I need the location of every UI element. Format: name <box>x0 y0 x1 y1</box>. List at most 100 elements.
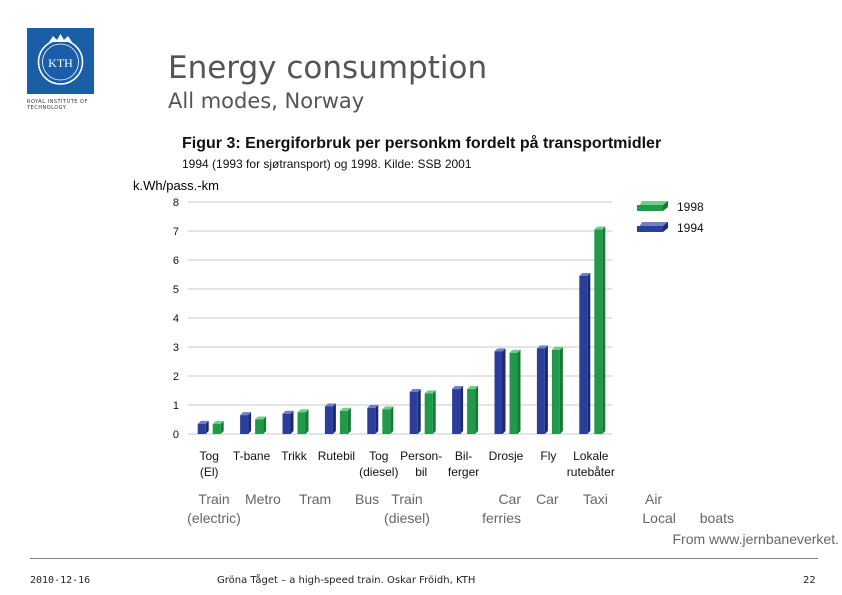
y-tick-label: 3 <box>173 342 179 354</box>
bar-top <box>536 345 548 349</box>
y-tick-label: 7 <box>173 226 179 238</box>
footer-divider <box>30 558 818 559</box>
x-tick-label: Drosje <box>489 449 524 463</box>
x-tick-label: (El) <box>200 465 219 479</box>
x-tick-label: Fly <box>540 449 556 463</box>
bar-1998-drosje <box>509 352 518 434</box>
en-label-text: Car ferries <box>482 491 521 526</box>
bar-top <box>467 386 479 390</box>
bar-1998-bilferger <box>467 389 476 434</box>
bar-side <box>544 345 548 434</box>
y-tick-label: 6 <box>173 255 179 267</box>
legend-label-1994: 1994 <box>677 221 704 235</box>
bar-side <box>417 388 421 434</box>
bar-top <box>367 404 379 408</box>
x-tick-label: Trikk <box>281 449 308 463</box>
bar-side <box>390 406 394 434</box>
bar-top <box>409 388 421 392</box>
bar-side <box>432 390 436 434</box>
bar-1994-personbil <box>409 391 418 434</box>
source-note: From www.jernbaneverket. <box>672 531 839 547</box>
bar-1994-togel <box>197 423 206 434</box>
bar-top <box>579 272 591 276</box>
en-label-air: Air <box>645 491 663 507</box>
logo-caption: ROYAL INSTITUTE OF TECHNOLOGY <box>27 99 88 111</box>
bar-side <box>263 416 267 434</box>
bar-side <box>248 412 252 434</box>
x-tick-label: Lokale <box>573 449 609 463</box>
bar-side <box>375 404 379 434</box>
chart-subtitle: 1994 (1993 for sjøtransport) og 1998. Ki… <box>182 157 472 171</box>
kth-logo: KTH <box>27 28 94 94</box>
x-tick-label: bil <box>415 465 427 479</box>
bar-side <box>305 409 309 434</box>
bar-side <box>332 403 336 434</box>
bar-side <box>502 348 506 434</box>
x-tick-label: (diesel) <box>359 465 398 479</box>
bar-top <box>255 416 267 420</box>
en-label-text: Train (electric) <box>187 491 241 526</box>
legend-label-1998: 1998 <box>677 200 704 214</box>
en-label-train-electric: Train (electric) <box>180 490 248 528</box>
legend-swatch-side <box>663 201 668 211</box>
bar-top <box>551 346 563 350</box>
y-tick-label: 8 <box>173 197 179 209</box>
y-axis-label: k.Wh/pass.-km <box>133 178 219 193</box>
legend-swatch-side <box>663 222 668 232</box>
bar-1994-drosje <box>494 351 503 434</box>
bar-top <box>452 386 464 390</box>
en-label-text: Train (diesel) <box>384 491 430 526</box>
bar-side <box>460 386 464 434</box>
bar-1998-tbane <box>255 419 264 434</box>
bar-top <box>324 403 336 407</box>
legend-swatch-1994 <box>637 226 663 232</box>
en-label-car-ferries: Car ferries <box>466 490 521 528</box>
bar-top <box>212 420 224 424</box>
x-tick-label: Rutebil <box>318 449 355 463</box>
bar-1998-togel <box>212 423 221 434</box>
en-label-metro: Metro <box>245 491 281 507</box>
bar-side <box>602 226 606 434</box>
bar-side <box>205 420 209 434</box>
bar-side <box>347 407 351 434</box>
page-number: 22 <box>803 575 816 586</box>
bar-top <box>509 349 521 353</box>
en-label-bus: Bus <box>355 491 380 507</box>
page-title: Energy consumption <box>168 50 488 86</box>
page-subtitle: All modes, Norway <box>168 89 365 113</box>
bar-side <box>220 420 224 434</box>
bar-1994-fly <box>536 348 545 434</box>
en-label-taxi: Taxi <box>583 491 608 507</box>
y-tick-label: 5 <box>173 284 179 296</box>
x-tick-label: T-bane <box>233 449 271 463</box>
bar-1998-togdiesel <box>382 409 391 434</box>
bar-top <box>494 348 506 352</box>
bar-1994-bilferger <box>452 389 461 434</box>
bar-top <box>240 412 252 416</box>
x-tick-label: Person- <box>400 449 442 463</box>
footer-text: Gröna Tåget – a high-speed train. Oskar … <box>217 575 476 586</box>
bar-top <box>339 407 351 411</box>
bar-top <box>282 410 294 414</box>
y-tick-label: 0 <box>173 429 179 441</box>
x-tick-label: Tog <box>200 449 219 463</box>
bar-1994-trikk <box>282 413 291 434</box>
x-tick-label: rutebåter <box>567 465 615 479</box>
x-tick-label: Tog <box>369 449 388 463</box>
bar-1998-fly <box>551 349 560 434</box>
bar-top <box>594 226 606 230</box>
bar-top <box>297 409 309 413</box>
en-label-car: Car <box>536 491 559 507</box>
bar-1994-rutebil <box>324 406 333 434</box>
x-tick-label: Bil- <box>455 449 472 463</box>
bar-1994-togdiesel <box>367 407 376 434</box>
bar-side <box>587 272 591 434</box>
en-label-tram: Tram <box>299 491 332 507</box>
en-label-local-boats: Local boats <box>624 509 734 528</box>
bar-side <box>475 386 479 434</box>
x-tick-label: ferger <box>448 465 479 479</box>
bar-1998-lokalerutebåter <box>594 229 603 434</box>
y-tick-label: 1 <box>173 400 179 412</box>
y-tick-label: 4 <box>173 313 179 325</box>
